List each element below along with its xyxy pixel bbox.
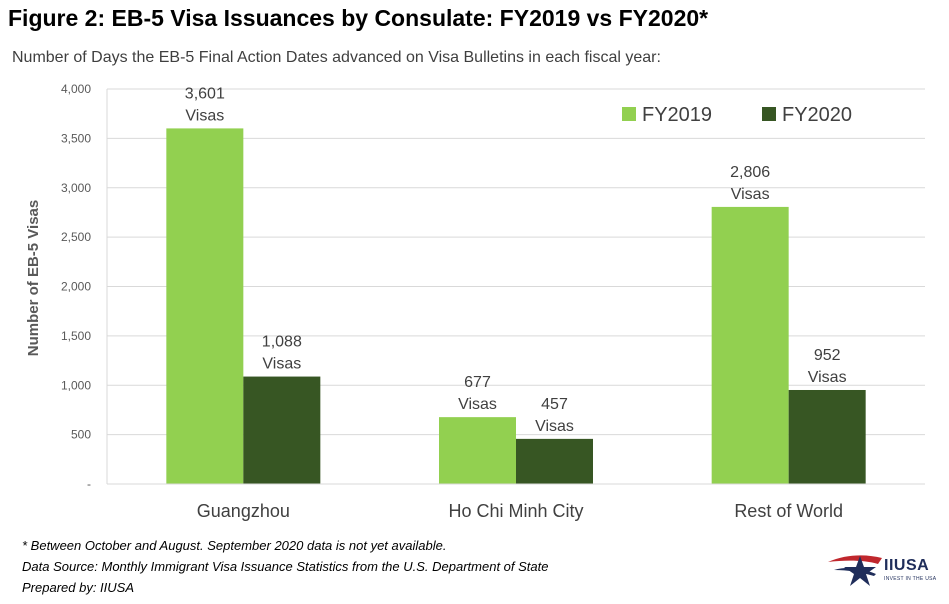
y-axis-label: Number of EB-5 Visas [25,200,42,356]
bar-fy2020-1 [516,438,593,484]
y-axis: - 500 1,000 1,500 2,000 2,500 3,000 3,500 4,000 [61,82,108,491]
chart-title: Figure 2: EB-5 Visa Issuances by Consula… [8,5,709,31]
bar-fy2019-0 [166,128,244,484]
y-tick-label: 3,500 [61,131,91,145]
legend: FY2019 FY2020 [622,104,852,126]
footnote-note: * Between October and August. September … [22,538,447,553]
data-label-suffix: Visas [731,186,770,203]
data-label-value: 2,806 [730,164,770,181]
logo-swoosh-icon [828,555,882,564]
iiusa-logo [828,555,882,586]
y-tick-label: - [87,477,91,491]
y-tick-label: 2,500 [61,230,91,244]
bar-fy2019-1 [439,417,516,484]
data-label-value: 677 [464,374,491,391]
data-labels: 3,601 Visas 1,088 Visas 677 Visas 457 Visas 2,80… [185,85,847,434]
data-label-suffix: Visas [535,418,574,435]
y-tick-label: 500 [71,428,91,442]
logo-swoosh-blue-icon [834,567,876,576]
footnote-source: Data Source: Monthly Immigrant Visa Issu… [22,559,549,574]
data-label-value: 1,088 [262,334,302,351]
bar-fy2020-0 [243,376,321,484]
chart-subtitle: Number of Days the EB-5 Final Action Dat… [12,49,661,66]
bars [166,128,866,484]
legend-swatch-fy2020 [762,107,776,121]
legend-label-fy2020: FY2020 [782,104,852,126]
footnote-prepared: Prepared by: IIUSA [22,580,134,595]
data-label-suffix: Visas [185,107,224,124]
y-tick-label: 1,500 [61,329,91,343]
y-tick-label: 3,000 [61,181,91,195]
x-category-label: Guangzhou [197,501,290,521]
data-label-value: 952 [814,347,841,364]
x-axis: Guangzhou Ho Chi Minh City Rest of World [107,483,925,521]
bar-fy2020-2 [788,389,866,484]
legend-swatch-fy2019 [622,107,636,121]
x-category-label: Rest of World [734,501,843,521]
legend-label-fy2019: FY2019 [642,104,712,126]
data-label-value: 457 [541,396,568,413]
logo-text: IIUSA [884,557,930,574]
bar-chart: -5001,0001,5002,0002,5003,0003,5004,000 … [25,82,925,521]
bar-fy2019-2 [711,206,789,484]
data-label-suffix: Visas [262,356,301,373]
x-category-label: Ho Chi Minh City [448,501,583,521]
data-label-value: 3,601 [185,85,225,102]
y-tick-label: 2,000 [61,280,91,294]
data-label-suffix: Visas [808,369,847,386]
data-label-suffix: Visas [458,396,497,413]
y-tick-label: 1,000 [61,378,91,392]
y-tick-label: 4,000 [61,82,91,96]
logo-tagline: INVEST IN THE USA [884,576,937,582]
